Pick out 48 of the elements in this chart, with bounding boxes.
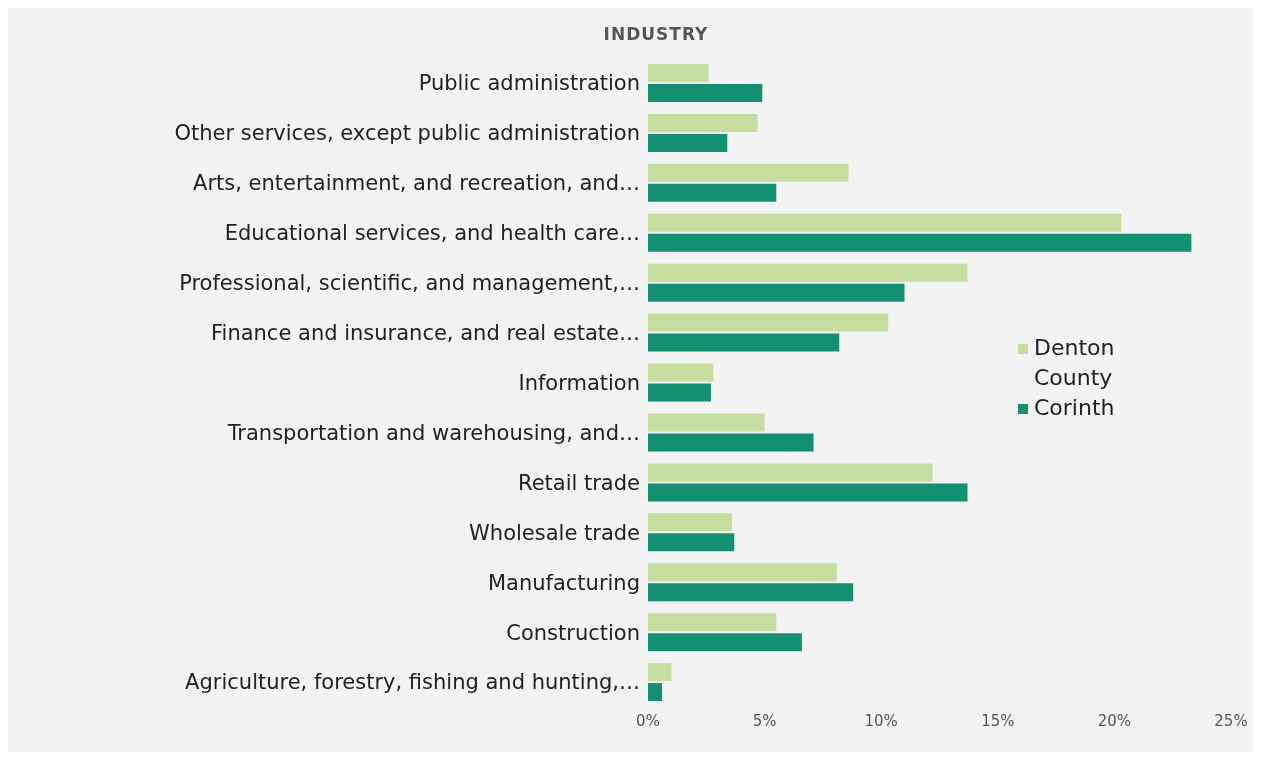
legend-label: Corinth — [1034, 394, 1116, 422]
bar — [648, 83, 763, 102]
bar — [648, 563, 837, 582]
x-tick-label: 25% — [1214, 711, 1248, 730]
bar — [648, 213, 1122, 232]
y-tick-label: Educational services, and health care… — [224, 221, 640, 246]
bar — [648, 583, 854, 602]
bar — [648, 283, 905, 302]
x-tick-label: 15% — [981, 711, 1015, 730]
bar — [648, 263, 968, 282]
bar — [648, 513, 732, 532]
y-tick-label: Transportation and warehousing, and… — [226, 420, 640, 445]
bar — [648, 463, 933, 482]
x-tick-label: 10% — [864, 711, 898, 730]
y-tick-label: Information — [518, 370, 640, 395]
bar — [648, 613, 777, 632]
bar — [648, 333, 840, 352]
legend-label: Denton County — [1034, 334, 1116, 392]
y-tick-label: Arts, entertainment, and recreation, and… — [193, 171, 640, 196]
x-tick-label: 5% — [752, 711, 777, 730]
bar — [648, 663, 672, 682]
x-tick-label: 20% — [1097, 711, 1132, 730]
y-tick-label: Construction — [506, 620, 640, 645]
bar — [648, 483, 968, 502]
bar — [648, 113, 758, 132]
bar — [648, 133, 728, 152]
y-tick-label: Agriculture, forestry, fishing and hunting,… — [185, 670, 640, 695]
chart-title: INDUSTRY — [602, 24, 710, 44]
bar — [648, 163, 849, 182]
y-tick-label: Finance and insurance, and real estate… — [211, 321, 640, 346]
bar — [648, 363, 714, 382]
bar — [648, 683, 662, 702]
bar — [648, 433, 814, 452]
bar — [648, 233, 1192, 252]
y-tick-label: Professional, scientific, and management,… — [179, 271, 640, 296]
y-tick-label: Other services, except public administration — [174, 121, 640, 146]
bar — [648, 63, 709, 82]
bar — [648, 313, 889, 332]
y-tick-label: Public administration — [418, 71, 640, 96]
x-tick-label: 0% — [636, 711, 660, 730]
y-tick-label: Wholesale trade — [469, 520, 640, 545]
y-tick-label: Manufacturing — [487, 570, 640, 595]
bar — [648, 183, 777, 202]
bar — [648, 413, 765, 432]
bar — [648, 633, 802, 652]
bar — [648, 383, 711, 402]
bar — [648, 533, 735, 552]
y-tick-label: Retail trade — [517, 470, 640, 495]
